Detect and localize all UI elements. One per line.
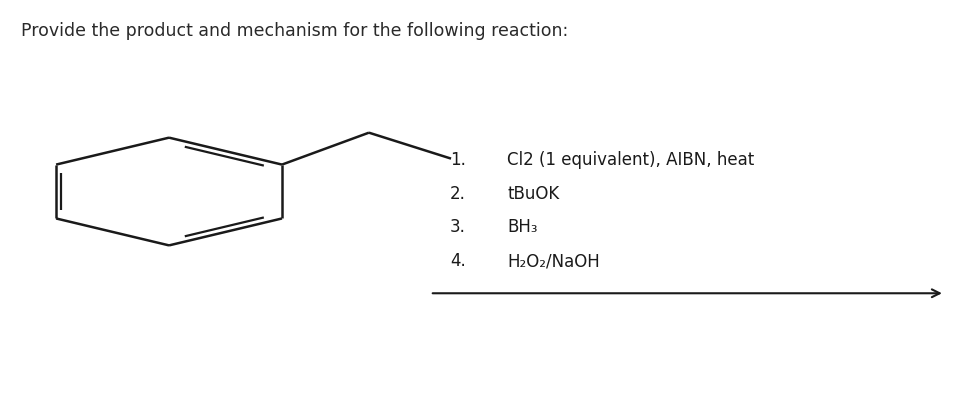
Text: 1.: 1. <box>450 150 466 169</box>
Text: 4.: 4. <box>450 252 466 271</box>
Text: Provide the product and mechanism for the following reaction:: Provide the product and mechanism for th… <box>21 22 569 40</box>
Text: Cl2 (1 equivalent), AIBN, heat: Cl2 (1 equivalent), AIBN, heat <box>507 150 754 169</box>
Text: 3.: 3. <box>450 218 466 237</box>
Text: tBuOK: tBuOK <box>507 184 559 203</box>
Text: H₂O₂/NaOH: H₂O₂/NaOH <box>507 252 600 271</box>
Text: 2.: 2. <box>450 184 466 203</box>
Text: BH₃: BH₃ <box>507 218 538 237</box>
